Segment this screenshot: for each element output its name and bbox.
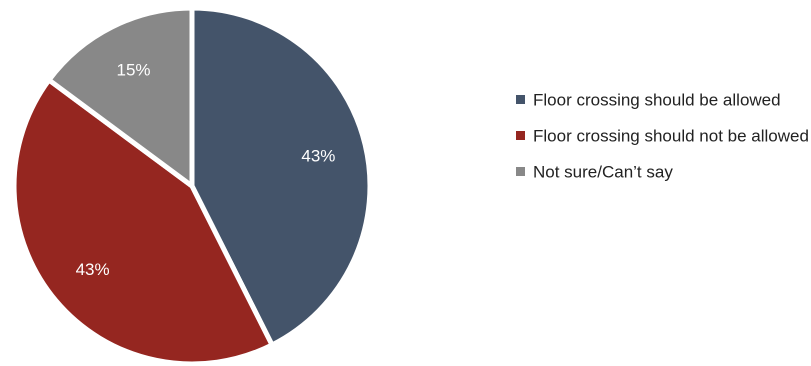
- legend-swatch-floor-crossing-should-be-allowed: [516, 95, 525, 104]
- legend: Floor crossing should be allowed Floor cr…: [516, 91, 809, 182]
- legend-label-not-sure-can-t-say: Not sure/Can’t say: [533, 163, 673, 182]
- pie-slices: [14, 8, 370, 364]
- data-label-floor-crossing-should-be-allowed: 43%: [301, 147, 335, 166]
- legend-label-floor-crossing-should-be-allowed: Floor crossing should be allowed: [533, 91, 781, 110]
- legend-swatch-floor-crossing-should-not-be-allowed: [516, 131, 525, 140]
- legend-label-floor-crossing-should-not-be-allowed: Floor crossing should not be allowed: [533, 127, 809, 146]
- legend-swatch-not-sure-can-t-say: [516, 167, 525, 176]
- data-label-floor-crossing-should-not-be-allowed: 43%: [76, 260, 110, 279]
- data-label-not-sure-can-t-say: 15%: [116, 60, 150, 79]
